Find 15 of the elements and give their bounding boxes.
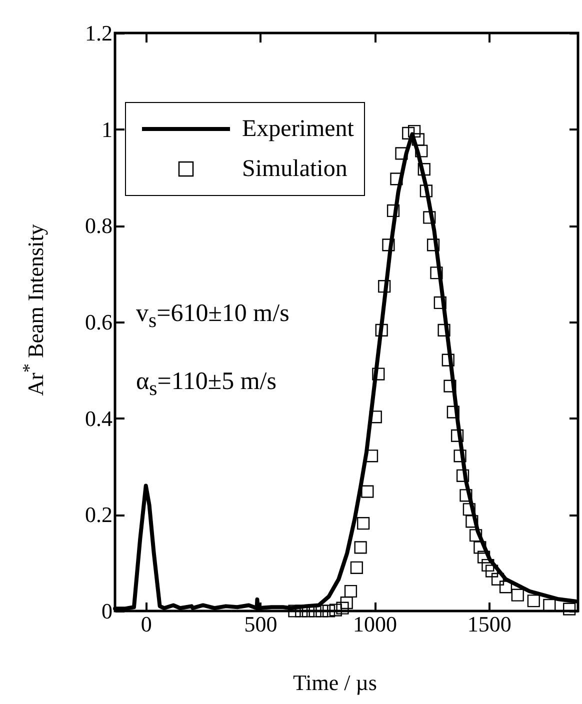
y-tick-label: 0.6 bbox=[85, 310, 112, 334]
y-tick-label: 1.2 bbox=[85, 20, 112, 46]
annotation: α$_{s}$=110±5 m/s bbox=[136, 368, 276, 401]
x-tick-label: 1000 bbox=[353, 612, 398, 636]
annotation: v$_{s}$=610±10 m/s bbox=[136, 300, 290, 333]
y-tick-label: 0.8 bbox=[85, 213, 112, 238]
y-tick-label: 0.2 bbox=[85, 502, 112, 528]
legend-label: Simulation bbox=[242, 156, 348, 182]
x-axis-title: Time / µs bbox=[292, 670, 378, 696]
y-tick-label: 0.4 bbox=[85, 406, 112, 431]
y-tick-label: 1 bbox=[102, 116, 112, 142]
legend-label: Experiment bbox=[242, 116, 354, 142]
x-tick-label: 500 bbox=[244, 612, 278, 636]
x-tick-label: 1500 bbox=[467, 612, 512, 636]
x-tick-label: 0 bbox=[140, 612, 152, 636]
